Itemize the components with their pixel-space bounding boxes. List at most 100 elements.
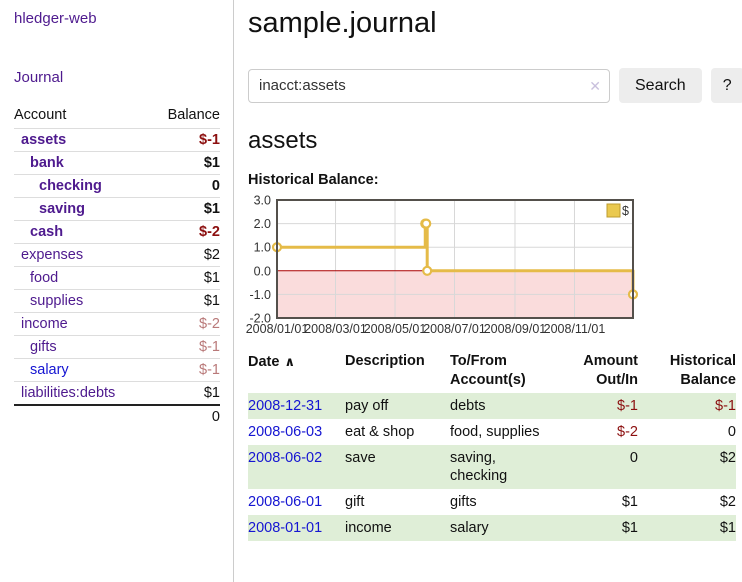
transaction-date-link[interactable]: 2008-12-31 <box>248 398 323 414</box>
register-table: Date ∧ Description To/From Account(s) Amount… <box>248 352 736 541</box>
account-row: gifts $-1 <box>14 335 220 359</box>
x-axis-tick-label: 2008/07/01 <box>423 322 486 336</box>
register-balance: $2 <box>719 494 736 510</box>
account-cell: expenses <box>14 243 150 267</box>
accounts-header-balance: Balance <box>149 105 220 129</box>
accounts-table: Account Balance assets $-1 bank $1 checking 0… <box>14 105 220 428</box>
register-date-cell: 2008-06-01 <box>248 489 345 515</box>
register-description: pay off <box>345 398 389 414</box>
register-date-cell: 2008-12-31 <box>248 393 345 419</box>
register-accounts: food, supplies <box>450 424 540 440</box>
account-link-gifts[interactable]: gifts <box>30 339 57 355</box>
register-row: 2008-06-01 gift gifts $1 $2 <box>248 489 736 515</box>
sidebar-divider <box>233 0 234 582</box>
page-title: sample.journal <box>248 7 437 39</box>
accounts-header-account: Account <box>14 105 150 129</box>
y-axis-tick-label: 3.0 <box>254 194 271 208</box>
account-cell: supplies <box>14 289 150 313</box>
account-balance: $1 <box>203 385 220 401</box>
nav-journal-link[interactable]: Journal <box>14 69 64 86</box>
y-axis-tick-label: 2.0 <box>254 217 271 231</box>
register-date-cell: 2008-06-03 <box>248 419 345 445</box>
clear-search-icon[interactable]: ✕ <box>589 77 601 94</box>
account-balance: $-1 <box>149 358 220 382</box>
account-link-supplies[interactable]: supplies <box>30 293 84 309</box>
account-cell: liabilities:debts <box>14 382 150 406</box>
register-date-cell: 2008-06-02 <box>248 445 345 489</box>
account-balance: $1 <box>149 266 220 290</box>
account-row: liabilities:debts $1 <box>14 382 220 406</box>
register-accounts: gifts <box>450 494 477 510</box>
account-link-liabilities-debts[interactable]: liabilities:debts <box>21 385 116 401</box>
register-amount: $1 <box>621 494 638 510</box>
account-balance: $2 <box>149 243 220 267</box>
account-balance: $-1 <box>149 335 220 359</box>
y-axis-tick-label: 1.0 <box>254 241 271 255</box>
account-balance: $1 <box>149 197 220 221</box>
sort-asc-icon[interactable]: ∧ <box>284 354 295 369</box>
transaction-date-link[interactable]: 2008-06-03 <box>248 424 323 440</box>
register-row: 2008-12-31 pay off debts $-1 $-1 <box>248 393 736 419</box>
register-balance: $-1 <box>715 398 736 414</box>
register-row: 2008-06-02 save saving, checking 0 $2 <box>248 445 736 489</box>
account-link-income[interactable]: income <box>21 316 68 332</box>
register-description: eat & shop <box>345 424 415 440</box>
account-link-food[interactable]: food <box>30 270 59 286</box>
account-link-saving[interactable]: saving <box>39 201 85 217</box>
app-title[interactable]: hledger-web <box>14 10 97 27</box>
account-cell: assets <box>14 128 150 152</box>
search-input[interactable] <box>248 68 610 103</box>
register-description: save <box>345 450 376 466</box>
register-amount: $-1 <box>617 398 638 414</box>
account-link-salary[interactable]: salary <box>30 362 69 378</box>
legend-swatch-icon <box>606 203 621 218</box>
account-cell: checking <box>14 174 150 198</box>
account-link-expenses[interactable]: expenses <box>21 247 84 263</box>
account-link-assets[interactable]: assets <box>21 132 67 148</box>
account-cell: salary <box>14 358 150 382</box>
account-row: income $-2 <box>14 312 220 336</box>
x-axis-tick-label: 2008/09/01 <box>484 322 547 336</box>
historical-balance-chart[interactable]: $3.0 2.0 1.0 0.0 -1.0 -2.0 2008/01/01 2008/03/0… <box>246 194 738 339</box>
transaction-date-link[interactable]: 2008-06-02 <box>248 450 323 466</box>
data-point-marker[interactable] <box>421 218 432 229</box>
account-link-checking[interactable]: checking <box>39 178 102 194</box>
account-cell: food <box>14 266 150 290</box>
y-axis-tick-label: -1.0 <box>249 288 271 302</box>
account-row: salary $-1 <box>14 358 220 382</box>
register-header-to-from-account-s-: To/From Account(s) <box>450 353 526 388</box>
account-cell: saving <box>14 197 150 221</box>
register-header-date[interactable]: Date ∧ <box>248 354 295 370</box>
account-row: food $1 <box>14 266 220 290</box>
account-row: cash $-2 <box>14 220 220 244</box>
register-balance: $1 <box>719 520 736 536</box>
accounts-total-row: 0 <box>14 404 220 428</box>
account-link-cash[interactable]: cash <box>30 224 64 240</box>
register-header-description: Description <box>345 353 425 369</box>
transaction-date-link[interactable]: 2008-06-01 <box>248 494 323 510</box>
search-button[interactable]: Search <box>619 68 702 103</box>
account-cell: cash <box>14 220 150 244</box>
register-accounts: saving, checking <box>450 450 508 484</box>
account-balance: $-1 <box>149 128 220 152</box>
account-link-bank[interactable]: bank <box>30 155 64 171</box>
y-axis-tick-label: 0.0 <box>254 264 271 278</box>
account-balance: 0 <box>149 174 220 198</box>
register-amount: $-2 <box>617 424 638 440</box>
account-cell: income <box>14 312 150 336</box>
help-button[interactable]: ? <box>710 68 742 103</box>
x-axis-tick-label: 2008/01/01 <box>246 322 309 336</box>
account-row: checking 0 <box>14 174 220 198</box>
x-axis-tick-label: 2008/05/01 <box>364 322 427 336</box>
register-row: 2008-01-01 income salary $1 $1 <box>248 515 736 541</box>
legend-label: $ <box>622 204 629 218</box>
register-amount: $1 <box>621 520 638 536</box>
account-row: bank $1 <box>14 151 220 175</box>
chart-frame <box>276 199 634 319</box>
register-header-row: Date ∧ Description To/From Account(s) Amount… <box>248 352 736 393</box>
transaction-date-link[interactable]: 2008-01-01 <box>248 520 323 536</box>
accounts-total-spacer <box>14 404 150 428</box>
account-row: supplies $1 <box>14 289 220 313</box>
data-point-marker[interactable] <box>422 265 433 276</box>
main-content: sample.journal ✕ Search ? assets Histori… <box>246 0 742 541</box>
